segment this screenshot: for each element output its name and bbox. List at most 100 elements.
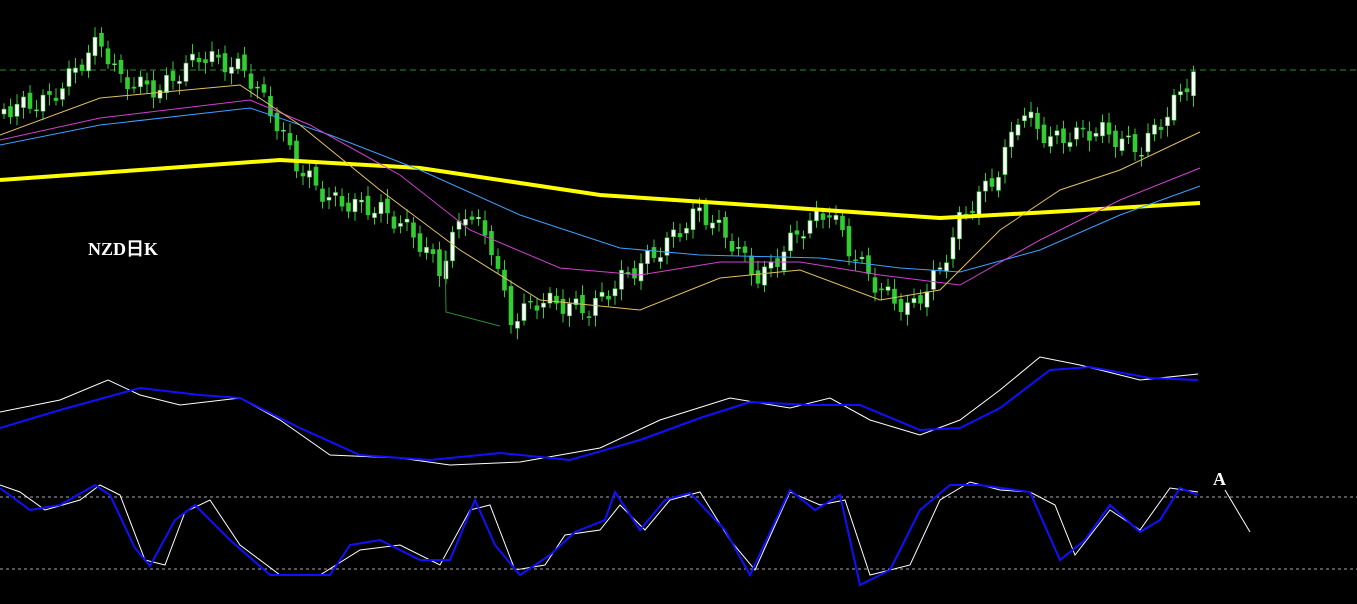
candle-body bbox=[1054, 130, 1060, 136]
candle-body bbox=[996, 177, 1001, 191]
candle-body bbox=[885, 286, 891, 291]
candle-body bbox=[794, 230, 800, 235]
candle-body bbox=[573, 298, 579, 305]
candle-body bbox=[1119, 138, 1125, 151]
candle-body bbox=[859, 256, 865, 260]
candle-body bbox=[547, 292, 553, 304]
annotation-label: A bbox=[1213, 469, 1226, 489]
candle-body bbox=[638, 263, 644, 282]
candle-body bbox=[469, 216, 475, 220]
candle-body bbox=[918, 295, 923, 304]
candle-body bbox=[209, 51, 215, 63]
candle-body bbox=[632, 268, 637, 279]
candle-body bbox=[229, 66, 234, 74]
candle-body bbox=[1022, 115, 1027, 122]
candle-body bbox=[47, 91, 52, 95]
candle-body bbox=[508, 286, 514, 326]
candle-body bbox=[294, 140, 299, 172]
candle-body bbox=[365, 195, 371, 216]
candle-body bbox=[775, 258, 780, 267]
stoch-d bbox=[0, 483, 1199, 587]
candle-body bbox=[203, 59, 208, 63]
candle-body bbox=[983, 180, 988, 192]
candle-body bbox=[255, 86, 260, 89]
candle-body bbox=[924, 291, 930, 308]
candle-body bbox=[105, 48, 111, 65]
candle-body bbox=[443, 260, 449, 280]
ma-blue bbox=[0, 107, 1201, 273]
candle-body bbox=[404, 218, 410, 223]
candle-body bbox=[567, 303, 572, 317]
candle-body bbox=[911, 298, 917, 304]
candle-body bbox=[846, 226, 852, 257]
candle-body bbox=[463, 219, 468, 226]
candle-body bbox=[339, 196, 345, 207]
candle-body bbox=[515, 321, 520, 329]
candle-body bbox=[1048, 136, 1053, 147]
candle-body bbox=[781, 251, 787, 271]
candle-body bbox=[599, 292, 605, 297]
candle-body bbox=[21, 96, 26, 108]
candle-body bbox=[476, 216, 481, 220]
candle-body bbox=[1035, 112, 1040, 129]
annotation-pointer bbox=[1224, 489, 1251, 533]
candle-body bbox=[1093, 133, 1099, 137]
candle-body bbox=[755, 270, 761, 284]
candle-body bbox=[1165, 116, 1170, 126]
candle-body bbox=[1184, 88, 1190, 93]
candle-body bbox=[586, 316, 592, 318]
candle-body bbox=[970, 210, 975, 213]
chart-label: NZD日K bbox=[88, 239, 158, 259]
candle-body bbox=[287, 133, 293, 146]
candle-body bbox=[14, 104, 20, 117]
candle-body bbox=[950, 237, 956, 260]
candle-body bbox=[157, 90, 163, 99]
candle-body bbox=[521, 303, 527, 321]
candle-body bbox=[840, 215, 845, 231]
candle-body bbox=[1145, 132, 1151, 153]
candle-body bbox=[606, 295, 611, 300]
candle-body bbox=[235, 58, 241, 70]
candle-body bbox=[164, 75, 169, 93]
candle-body bbox=[326, 197, 332, 201]
candle-body bbox=[833, 215, 839, 220]
candle-body bbox=[261, 84, 267, 93]
candle-body bbox=[989, 178, 995, 187]
candle-body bbox=[79, 64, 85, 71]
candle-body bbox=[814, 210, 819, 222]
candle-body bbox=[1041, 124, 1047, 144]
candle-body bbox=[697, 207, 702, 212]
candle-body bbox=[430, 249, 436, 254]
candle-body bbox=[853, 259, 858, 262]
candle-body bbox=[1061, 128, 1066, 143]
candle-body bbox=[274, 112, 280, 132]
candle-body bbox=[92, 36, 98, 56]
candle-body bbox=[892, 288, 897, 304]
candle-body bbox=[34, 109, 39, 112]
candle-body bbox=[528, 300, 533, 303]
candle-body bbox=[619, 269, 624, 290]
macd-line bbox=[0, 356, 1199, 466]
candle-body bbox=[437, 249, 442, 277]
candle-body bbox=[411, 222, 416, 238]
candle-body bbox=[541, 302, 546, 308]
candle-body bbox=[742, 246, 748, 253]
candle-body bbox=[144, 80, 150, 85]
candle-body bbox=[27, 92, 33, 109]
candle-body bbox=[872, 277, 878, 293]
candle-body bbox=[554, 295, 559, 304]
candle-body bbox=[1015, 124, 1021, 136]
candle-body bbox=[716, 219, 722, 223]
stoch-k bbox=[0, 481, 1199, 576]
candle-body bbox=[86, 52, 91, 72]
candle-body bbox=[53, 97, 59, 101]
candle-body bbox=[1009, 131, 1014, 148]
candle-body bbox=[391, 216, 397, 229]
candle-body bbox=[242, 54, 247, 71]
candle-body bbox=[820, 213, 826, 220]
candle-body bbox=[183, 62, 189, 82]
candle-body bbox=[378, 201, 384, 214]
candle-body bbox=[450, 231, 455, 262]
